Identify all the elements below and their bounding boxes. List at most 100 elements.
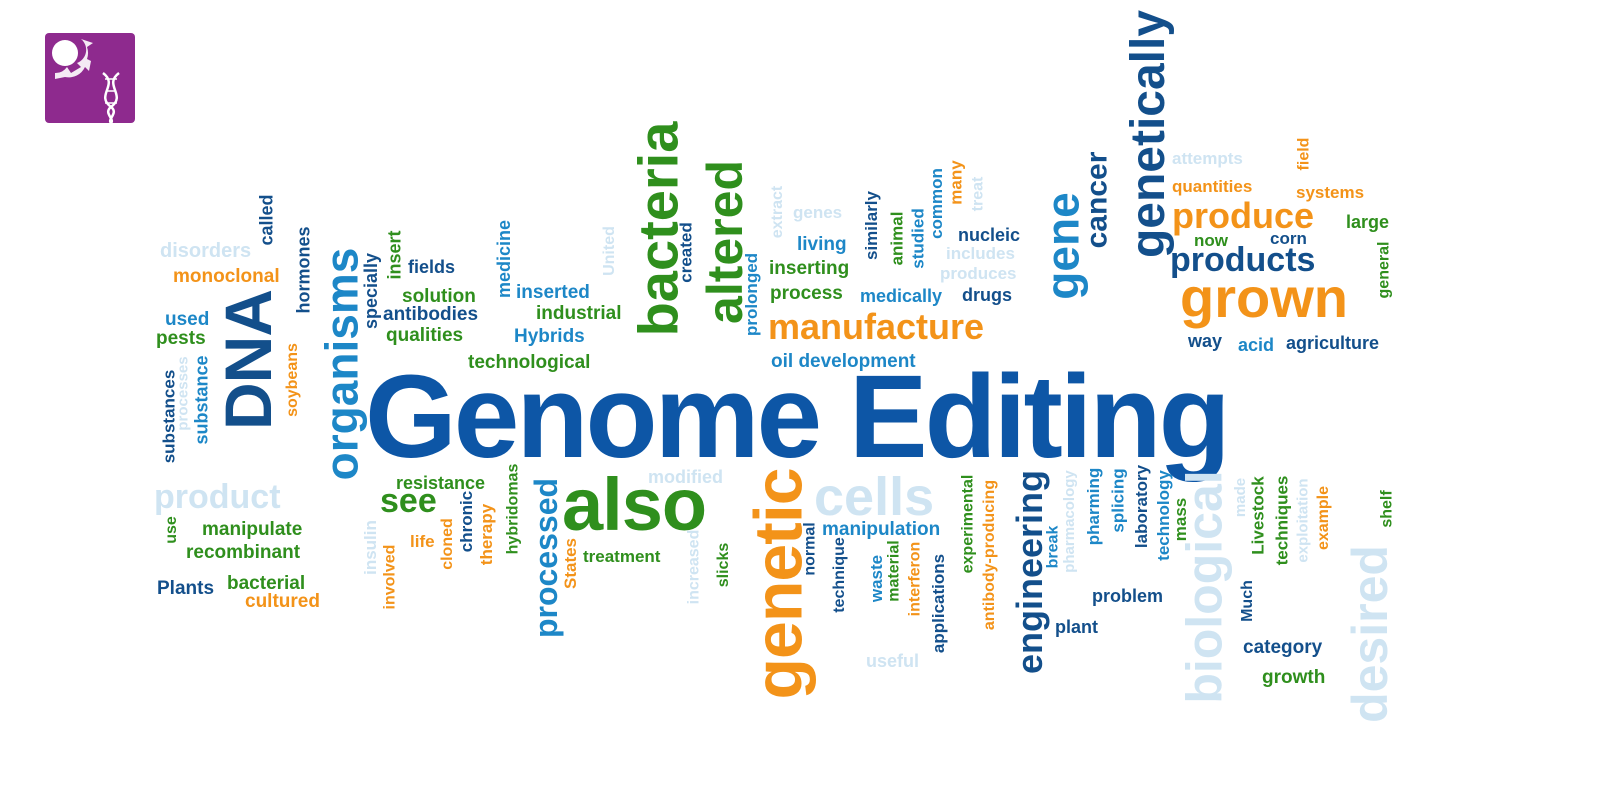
word-plant: plant <box>1055 617 1098 637</box>
word-corn: corn <box>1270 229 1307 248</box>
word-qualities: qualities <box>386 325 464 346</box>
word-involved: involved <box>381 545 398 610</box>
word-engineering: engineering <box>1009 470 1050 675</box>
word-called: called <box>257 194 277 246</box>
word-genome-editing: Genome Editing <box>365 351 1231 483</box>
word-nucleic: nucleic <box>958 225 1021 245</box>
word-genetic: genetic <box>740 467 817 700</box>
word-drugs: drugs <box>962 285 1013 305</box>
word-bacterial: bacterial <box>227 573 306 594</box>
word-used: used <box>165 309 210 330</box>
word-fields: fields <box>408 257 456 277</box>
word-systems: systems <box>1296 183 1365 202</box>
word-hybridomas: hybridomas <box>504 464 521 555</box>
word-antibodies: antibodies <box>383 304 479 325</box>
word-livestock: Livestock <box>1249 476 1268 555</box>
word-disorders: disorders <box>160 240 252 262</box>
word-agriculture: agriculture <box>1286 333 1380 353</box>
word-hybrids: Hybrids <box>514 326 585 347</box>
word-field: field <box>1294 137 1312 171</box>
word-similarly: similarly <box>862 191 881 260</box>
word-products: products <box>1170 241 1316 279</box>
word-mass: mass <box>1170 497 1190 542</box>
word-material: material <box>886 540 903 602</box>
word-substance: substance <box>191 354 212 445</box>
word-processes: processes <box>175 356 192 431</box>
word-genetically: genetically <box>1121 9 1175 259</box>
word-splicing: splicing <box>1108 467 1128 533</box>
dna-gear-logo-icon <box>45 33 135 123</box>
word-desired: desired <box>1341 544 1398 723</box>
word-technology: technology <box>1153 469 1173 561</box>
word-acid: acid <box>1238 335 1275 355</box>
word-pests: pests <box>156 328 206 349</box>
word-created: created <box>676 221 696 283</box>
word-inserted: inserted <box>516 282 590 303</box>
word-states: States <box>561 538 580 590</box>
word-living: living <box>797 234 847 255</box>
word-produce: produce <box>1172 195 1315 236</box>
word-solution: solution <box>402 286 476 307</box>
word-cloned: cloned <box>439 518 456 570</box>
word-quantities: quantities <box>1172 177 1253 196</box>
word-much: Much <box>1239 580 1256 622</box>
word-genes: genes <box>793 203 843 222</box>
word-general: general <box>1374 241 1392 299</box>
word-modified: modified <box>648 467 723 487</box>
word-therapy: therapy <box>476 503 496 566</box>
word-includes: includes <box>946 244 1015 263</box>
word-many: many <box>946 159 966 205</box>
word-industrial: industrial <box>536 303 622 324</box>
word-cultured: cultured <box>245 591 320 612</box>
word-way: way <box>1188 331 1223 351</box>
word-produces: produces <box>940 264 1017 283</box>
word-recombinant: recombinant <box>186 542 301 563</box>
word-prolonged: prolonged <box>741 252 761 337</box>
word-organisms: organisms <box>314 247 367 481</box>
word-attempts: attempts <box>1172 149 1243 168</box>
word-product: product <box>154 478 281 516</box>
word-gene: gene <box>1037 192 1089 300</box>
word-process: process <box>770 283 843 304</box>
word-large: large <box>1346 212 1390 232</box>
word-common: common <box>927 168 946 239</box>
word-useful: useful <box>866 651 920 671</box>
word-manipulate: manipulate <box>202 519 303 540</box>
word-insulin: insulin <box>361 520 380 575</box>
word-plants: Plants <box>157 578 215 599</box>
word-use: use <box>162 515 180 544</box>
word-resistance: resistance <box>396 473 486 493</box>
word-waste: waste <box>867 555 886 603</box>
word-medically: medically <box>860 286 943 306</box>
word-technique: technique <box>831 537 848 613</box>
word-cancer: cancer <box>1080 152 1113 249</box>
word-pharming: pharming <box>1083 467 1103 546</box>
word-inserting: inserting <box>769 258 850 279</box>
word-specially: specially <box>361 253 381 330</box>
word-processed: processed <box>527 477 564 639</box>
word-also: also <box>562 463 707 546</box>
word-category: category <box>1243 637 1323 658</box>
word-technological: technological <box>468 352 591 373</box>
word-see: see <box>380 482 437 520</box>
word-soybeans: soybeans <box>284 343 301 417</box>
word-animal: animal <box>886 211 906 266</box>
word-example: example <box>1314 485 1332 551</box>
word-antibody-producing: antibody-producing <box>980 479 998 631</box>
word-applications: applications <box>929 554 948 654</box>
word-exploitation: exploitation <box>1294 477 1312 563</box>
word-treatment: treatment <box>583 547 661 566</box>
word-united: United <box>601 226 618 276</box>
word-hormones: hormones <box>293 225 314 314</box>
word-chronic: chronic <box>457 491 476 553</box>
word-life: life <box>410 532 435 551</box>
word-cells: cells <box>814 467 935 527</box>
word-break: break <box>1043 525 1061 569</box>
word-oil-development: oil development <box>771 351 916 372</box>
word-laboratory: laboratory <box>1131 464 1151 549</box>
word-extract: extract <box>768 185 786 239</box>
word-medicine: medicine <box>494 220 514 299</box>
word-pharmacology: pharmacology <box>1061 470 1078 573</box>
word-techniques: techniques <box>1272 476 1291 566</box>
